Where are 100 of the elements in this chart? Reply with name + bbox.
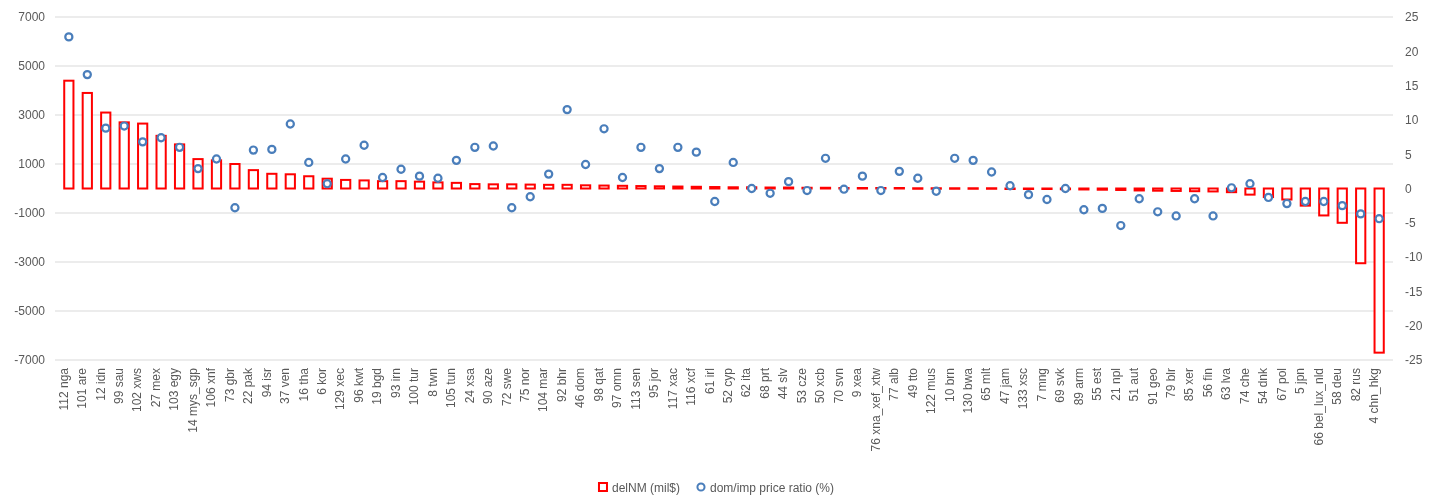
x-tick-label: 61 irl	[702, 368, 717, 395]
bar	[340, 178, 352, 190]
x-tick-label: 102 xws	[130, 368, 145, 413]
x-tick-label: 50 xcb	[813, 367, 828, 404]
bar	[506, 183, 518, 190]
bar	[487, 183, 499, 190]
bar	[284, 173, 296, 190]
x-tick-label: 93 irn	[388, 368, 403, 399]
x-tick-label: 54 dnk	[1256, 367, 1271, 405]
x-tick-label: 101 are	[75, 367, 90, 409]
bar	[1152, 187, 1164, 192]
x-tick-label: 56 fin	[1200, 368, 1215, 398]
x-tick-label: 113 sen	[628, 368, 643, 410]
x-tick-label: 58 deu	[1330, 368, 1345, 405]
y2-tick-label: -25	[1405, 353, 1423, 368]
x-tick-label: 129 xec	[333, 368, 348, 411]
legend-label: dom/imp price ratio (%)	[709, 481, 835, 495]
x-tick-label: 82 rus	[1348, 368, 1363, 402]
x-tick-label: 73 gbr	[222, 368, 237, 403]
x-tick-label: 63 lva	[1219, 367, 1234, 401]
x-tick-label: 6 kor	[315, 368, 330, 395]
y2-tick-label: 10	[1405, 113, 1419, 128]
y-tick-label: -5000	[14, 304, 46, 319]
x-tick-label: 79 blr	[1163, 368, 1178, 399]
bar	[155, 134, 167, 190]
x-tick-label: 89 arm	[1071, 368, 1086, 406]
x-tick-label: 51 aut	[1127, 367, 1142, 402]
x-tick-label: 62 ita	[739, 367, 754, 398]
x-tick-label: 52 cyp	[721, 367, 736, 404]
x-tick-label: 75 nor	[518, 368, 533, 403]
y2-tick-label: 15	[1405, 78, 1419, 93]
x-tick-label: 21 npl	[1108, 368, 1123, 401]
bar	[1207, 187, 1219, 193]
y2-tick-label: -10	[1405, 250, 1423, 265]
x-tick-label: 130 bwa	[960, 367, 975, 414]
x-tick-label: 99 sau	[112, 368, 127, 405]
x-tick-label: 16 tha	[296, 367, 311, 402]
x-tick-label: 94 isr	[259, 368, 274, 398]
bar	[598, 184, 610, 190]
x-tick-label: 92 bhr	[554, 368, 569, 403]
y-tick-label: -3000	[14, 255, 46, 270]
bar	[192, 158, 204, 190]
bar	[63, 79, 75, 190]
x-tick-label: 66 bel_lux_nld	[1311, 368, 1326, 446]
y2-tick-label: 25	[1405, 10, 1419, 25]
x-tick-label: 112 nga	[56, 367, 71, 411]
y2-tick-label: -5	[1405, 216, 1416, 231]
x-tick-label: 27 mex	[148, 368, 163, 408]
x-tick-label: 122 mus	[924, 368, 939, 415]
bar	[450, 181, 463, 190]
x-tick-label: 46 dom	[573, 368, 588, 409]
y2-tick-label: 20	[1405, 44, 1419, 59]
bar	[543, 183, 555, 190]
bar	[266, 172, 278, 190]
y-tick-label: -1000	[14, 206, 46, 221]
bar	[469, 183, 481, 190]
x-tick-label: 105 tun	[444, 368, 459, 409]
bar	[395, 180, 407, 190]
x-tick-label: 117 xac	[665, 368, 680, 410]
bar	[358, 179, 370, 190]
x-tick-label: 8 twn	[425, 368, 440, 397]
y2-tick-label: -20	[1405, 319, 1423, 334]
bar	[229, 163, 241, 190]
x-tick-label: 24 xsa	[462, 367, 477, 404]
x-tick-label: 98 qat	[591, 367, 606, 402]
y-tick-label: 3000	[18, 108, 46, 123]
y-tick-label: 7000	[18, 10, 46, 25]
x-tick-label: 47 jam	[997, 368, 1012, 405]
x-tick-label: 72 swe	[499, 367, 514, 407]
x-tick-label: 85 xer	[1182, 368, 1197, 402]
bar	[653, 185, 666, 190]
x-tick-label: 44 slv	[776, 368, 791, 400]
y2-tick-label: 5	[1405, 147, 1412, 162]
x-tick-label: 77 alb	[887, 367, 902, 401]
x-tick-label: 95 jor	[647, 368, 662, 399]
x-tick-label: 116 xcf	[684, 367, 699, 406]
x-tick-label: 10 brn	[942, 368, 957, 403]
x-tick-label: 103 egy	[167, 368, 182, 411]
bar	[1170, 187, 1182, 192]
x-tick-label: 4 chn_hkg	[1366, 368, 1381, 424]
x-tick-label: 90 aze	[481, 367, 496, 405]
x-tick-label: 106 xnf	[204, 367, 219, 408]
bar	[635, 185, 647, 190]
bar	[81, 91, 93, 190]
x-tick-label: 74 che	[1237, 367, 1252, 405]
bar	[137, 122, 149, 190]
y-tick-label: 1000	[18, 157, 46, 172]
bar	[100, 111, 112, 190]
bar	[579, 184, 592, 190]
bar	[118, 121, 130, 190]
x-tick-label: 5 jpn	[1293, 368, 1308, 395]
x-tick-label: 49 tto	[905, 367, 920, 399]
x-tick-label: 104 mar	[536, 368, 551, 413]
x-tick-label: 65 mlt	[979, 367, 994, 401]
bar	[561, 183, 573, 190]
bar	[303, 175, 315, 190]
x-tick-label: 55 est	[1090, 367, 1105, 401]
x-tick-label: 70 svn	[831, 368, 846, 404]
x-tick-label: 100 tur	[407, 368, 422, 406]
y-tick-label: 5000	[18, 59, 46, 74]
